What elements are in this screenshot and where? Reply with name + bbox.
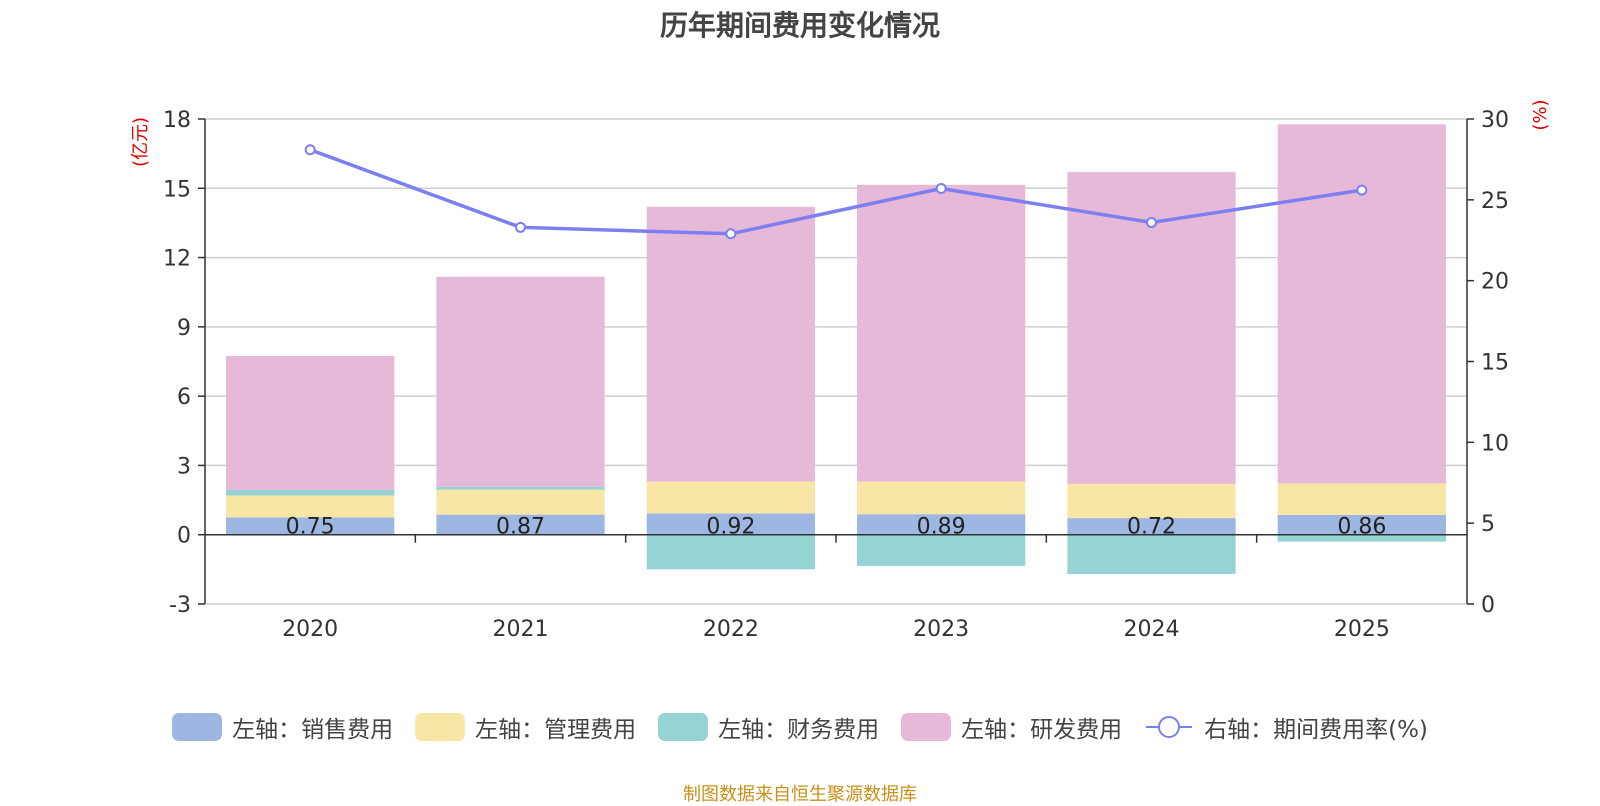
right-axis-tick-label: 0 xyxy=(1481,593,1495,618)
left-axis-tick-label: 3 xyxy=(177,454,191,479)
right-axis-tick-label: 25 xyxy=(1481,189,1509,214)
x-axis-label: 2024 xyxy=(1124,617,1180,642)
chart-title: 历年期间费用变化情况 xyxy=(659,9,940,42)
rate-point xyxy=(935,183,947,195)
bar-sales xyxy=(1067,518,1236,535)
bar-finance xyxy=(436,486,605,490)
bar-finance xyxy=(1067,534,1236,574)
rate-point xyxy=(1146,216,1157,228)
bar-admin xyxy=(857,481,1026,515)
bar-sales xyxy=(226,517,395,535)
x-axis-label: 2025 xyxy=(1334,617,1390,642)
right-axis-unit: (%) xyxy=(1530,99,1551,130)
right-axis-tick-label: 10 xyxy=(1481,431,1509,456)
bar-value-label: 0.75 xyxy=(286,515,335,540)
bar-value-label: 0.72 xyxy=(1127,515,1176,540)
bar-sales xyxy=(857,514,1026,535)
left-axis-tick-label: 15 xyxy=(163,177,191,202)
legend-item-admin[interactable]: 左轴：管理费用 xyxy=(415,710,636,744)
bar-finance xyxy=(226,489,395,496)
x-axis-label: 2022 xyxy=(703,617,759,642)
rate-point xyxy=(515,221,526,233)
right-axis-tick-label: 5 xyxy=(1481,512,1495,537)
bar-rd xyxy=(436,276,605,487)
bar-admin xyxy=(1277,483,1446,515)
x-axis-label: 2020 xyxy=(282,617,338,642)
rate-line-series xyxy=(304,144,1368,240)
bar-finance xyxy=(857,534,1026,566)
legend: 左轴：销售费用 左轴：管理费用 左轴：财务费用 左轴：研发费用 右轴：期间费用率(%) xyxy=(0,710,1600,744)
rate-point xyxy=(1356,184,1368,196)
bar-rd xyxy=(226,355,395,490)
left-axis-unit: (亿元) xyxy=(130,117,151,167)
bar-series xyxy=(226,124,1446,574)
bar-admin xyxy=(226,495,395,518)
bar-finance xyxy=(646,534,815,570)
legend-swatch xyxy=(901,713,952,741)
legend-item-rate[interactable]: 右轴：期间费用率(%) xyxy=(1144,710,1428,744)
legend-label: 右轴：期间费用率(%) xyxy=(1204,717,1428,743)
right-axis-tick-label: 15 xyxy=(1481,351,1509,376)
left-axis-tick-label: 12 xyxy=(163,247,191,272)
bar-value-label: 0.87 xyxy=(496,515,545,540)
x-axis-label: 2021 xyxy=(493,617,549,642)
legend-swatch xyxy=(658,713,709,741)
bar-rd xyxy=(1277,124,1446,484)
legend-item-sales[interactable]: 左轴：销售费用 xyxy=(172,710,393,744)
legend-item-rd[interactable]: 左轴：研发费用 xyxy=(901,710,1122,744)
bar-value-label: 0.86 xyxy=(1337,515,1386,540)
bar-admin xyxy=(646,481,815,514)
x-axis-label: 2023 xyxy=(913,617,969,642)
bar-finance xyxy=(1277,534,1446,542)
legend-label: 左轴：管理费用 xyxy=(475,717,637,743)
bar-sales xyxy=(436,514,605,535)
bar-rd xyxy=(646,206,815,482)
rate-point xyxy=(304,144,316,156)
right-axis-tick-label: 30 xyxy=(1481,108,1509,133)
legend-label: 左轴：财务费用 xyxy=(718,717,880,743)
bar-admin xyxy=(1067,483,1236,519)
left-axis-tick-label: 18 xyxy=(163,108,191,133)
left-axis-tick-label: -3 xyxy=(169,593,191,618)
left-axis-tick-label: 9 xyxy=(177,316,191,341)
bar-rd xyxy=(857,184,1026,482)
legend-label: 左轴：销售费用 xyxy=(232,717,394,743)
legend-line-marker-icon xyxy=(1146,716,1193,738)
bar-sales xyxy=(646,513,815,535)
legend-label: 左轴：研发费用 xyxy=(961,717,1123,743)
footer-source: 制图数据来自恒生聚源数据库 xyxy=(683,784,917,805)
legend-swatch xyxy=(172,713,223,741)
bar-sales xyxy=(1277,514,1446,535)
rate-line xyxy=(309,148,1363,236)
left-axis-tick-label: 0 xyxy=(177,524,191,549)
legend-swatch xyxy=(415,713,466,741)
rate-point xyxy=(725,228,737,240)
bar-value-label: 0.89 xyxy=(917,515,966,540)
data-labels: 0.75 0.87 0.92 0.89 0.72 0.86 xyxy=(286,515,1387,540)
legend-item-finance[interactable]: 左轴：财务费用 xyxy=(658,710,879,744)
right-axis-tick-label: 20 xyxy=(1481,270,1509,295)
bar-admin xyxy=(436,489,605,515)
bar-value-label: 0.92 xyxy=(706,515,755,540)
left-axis-tick-label: 6 xyxy=(177,385,191,410)
